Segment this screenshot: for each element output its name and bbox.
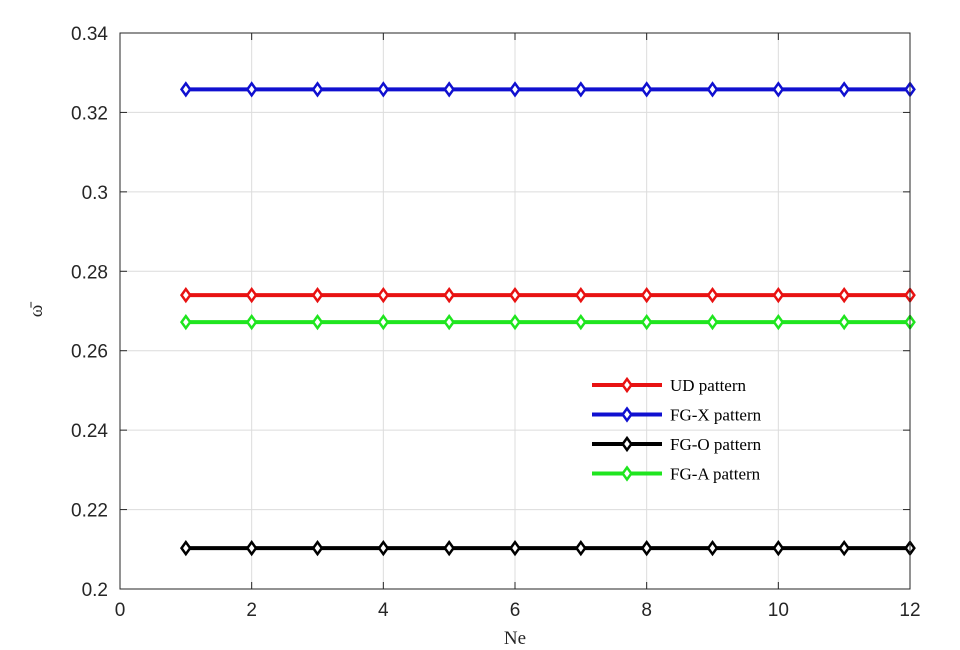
x-tick-label: 10 — [768, 600, 789, 621]
legend-marker — [621, 406, 633, 423]
legend-label: UD pattern — [670, 376, 747, 395]
data-point-marker — [179, 81, 192, 98]
y-tick-label: 0.24 — [71, 421, 108, 442]
grid — [119, 32, 911, 590]
y-axis-label: ω̄ — [26, 302, 47, 318]
legend-marker — [621, 376, 633, 394]
y-tick-label: 0.3 — [82, 183, 108, 204]
data-point-marker — [574, 539, 587, 557]
data-point-marker — [772, 286, 785, 304]
y-tick-label: 0.22 — [71, 501, 108, 522]
data-point-marker — [640, 81, 653, 98]
legend-label: FG-O pattern — [670, 435, 762, 454]
series-0 — [179, 286, 916, 304]
legend-item: FG-X pattern — [592, 406, 762, 425]
x-tick-label: 2 — [246, 600, 257, 621]
data-point-marker — [311, 81, 324, 98]
data-point-marker — [179, 286, 192, 304]
x-tick-label: 4 — [378, 600, 389, 621]
series-3 — [179, 313, 916, 331]
x-tick-label: 6 — [510, 600, 521, 621]
data-point-marker — [772, 313, 785, 331]
data-point-marker — [706, 286, 719, 304]
data-point-marker — [377, 286, 390, 304]
legend-label: FG-A pattern — [670, 465, 761, 484]
data-point-marker — [443, 539, 456, 557]
data-point-marker — [311, 286, 324, 304]
data-point-marker — [706, 81, 719, 98]
data-point-marker — [838, 286, 851, 304]
data-point-marker — [706, 539, 719, 557]
data-point-marker — [245, 81, 258, 98]
data-point-marker — [509, 286, 521, 304]
data-point-marker — [574, 313, 587, 331]
x-axis-label: Ne — [504, 628, 526, 649]
legend-item: FG-A pattern — [592, 465, 761, 484]
data-point-marker — [443, 286, 456, 304]
y-tick-label: 0.32 — [71, 103, 108, 124]
data-point-marker — [509, 539, 521, 557]
data-point-marker — [509, 81, 521, 98]
data-point-marker — [640, 286, 653, 304]
data-point-marker — [245, 286, 258, 304]
data-point-marker — [772, 539, 785, 557]
series-2 — [179, 539, 916, 557]
data-point-marker — [640, 313, 653, 331]
data-point-marker — [838, 313, 851, 331]
series-1 — [179, 81, 916, 98]
y-tick-label: 0.28 — [71, 262, 108, 283]
legend-item: FG-O pattern — [592, 435, 762, 454]
data-point-marker — [443, 81, 456, 98]
data-point-marker — [574, 81, 587, 98]
data-point-marker — [838, 539, 851, 557]
data-point-marker — [574, 286, 587, 304]
legend-label: FG-X pattern — [670, 406, 762, 425]
legend-marker — [621, 435, 633, 453]
data-point-marker — [509, 313, 521, 331]
data-point-marker — [245, 539, 258, 557]
x-tick-label: 0 — [115, 600, 126, 621]
data-point-marker — [706, 313, 719, 331]
data-point-marker — [772, 81, 785, 98]
data-point-marker — [245, 313, 258, 331]
axis-ticks: 0 2 4 6 8 10 12 0.2 0.22 0.24 0.26 0.28 0.3 0.32 0.34 — [71, 24, 921, 621]
data-point-marker — [311, 539, 324, 557]
y-tick-label: 0.2 — [82, 580, 108, 601]
data-point-marker — [179, 313, 192, 331]
data-point-marker — [838, 81, 851, 98]
y-tick-label: 0.26 — [71, 342, 108, 363]
legend-marker — [621, 465, 633, 482]
data-point-marker — [377, 313, 390, 331]
legend-item: UD pattern — [592, 376, 747, 395]
data-point-marker — [311, 313, 324, 331]
data-point-marker — [179, 539, 192, 557]
series-layer — [179, 81, 916, 557]
y-tick-label: 0.34 — [71, 24, 108, 45]
data-point-marker — [640, 539, 653, 557]
x-tick-label: 12 — [899, 600, 920, 621]
x-tick-label: 8 — [641, 600, 652, 621]
legend: UD pattern FG-X pattern FG-O pattern FG-A p… — [592, 376, 762, 484]
data-point-marker — [443, 313, 456, 331]
data-point-marker — [377, 81, 390, 98]
data-point-marker — [377, 539, 390, 557]
